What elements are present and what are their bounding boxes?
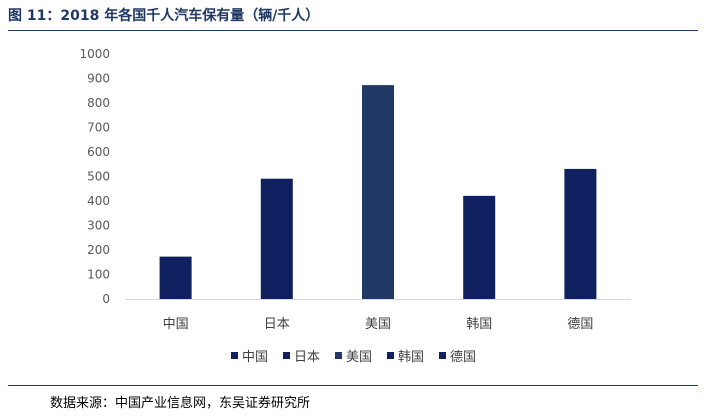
legend-label: 日本 — [294, 350, 320, 365]
y-tick-label: 300 — [87, 219, 110, 233]
x-tick-label: 中国 — [163, 317, 189, 332]
x-tick-label: 日本 — [264, 317, 290, 332]
bar-chart: 01002003004005006007008009001000 中国 日本 美国韩… — [79, 47, 631, 365]
bar-5 — [564, 168, 597, 299]
legend-label: 美国 — [346, 350, 372, 365]
x-tick-label: 美国 — [365, 317, 391, 332]
x-tick-label: 德国 — [567, 317, 593, 332]
title-divider — [8, 30, 698, 31]
source-divider — [8, 385, 698, 386]
y-tick-label: 500 — [87, 170, 110, 184]
y-tick-label: 200 — [87, 243, 110, 257]
y-tick-label: 600 — [87, 145, 110, 159]
y-tick-label: 900 — [87, 72, 110, 86]
bar-1 — [159, 256, 192, 299]
legend-swatch — [387, 352, 394, 359]
legend-swatch — [283, 352, 290, 359]
bars — [159, 85, 597, 300]
legend-label: 中国 — [242, 350, 268, 365]
y-tick-label: 400 — [87, 194, 110, 208]
bar-2 — [260, 178, 293, 299]
legend-label: 德国 — [450, 350, 476, 365]
legend-swatch — [231, 352, 238, 359]
y-tick-label: 0 — [102, 292, 110, 306]
legend-swatch — [439, 352, 446, 359]
y-tick-label: 800 — [87, 96, 110, 110]
x-axis: 中国 日本 美国 韩国 德国 — [163, 317, 594, 332]
x-tick-label: 韩国 — [466, 317, 492, 332]
bar-4 — [463, 195, 496, 299]
y-tick-label: 700 — [87, 121, 110, 135]
y-tick-label: 100 — [87, 268, 110, 282]
legend-swatch — [335, 352, 342, 359]
y-tick-label: 1000 — [79, 47, 110, 61]
y-axis: 0 100 200 300 400 500 600 700 800 900 1000 — [79, 47, 110, 306]
legend: 中国 日本 美国 韩国 德国 — [231, 350, 476, 365]
legend-label: 韩国 — [398, 350, 424, 365]
figure-title: 图 11：2018 年各国千人汽车保有量（辆/千人） — [8, 8, 320, 24]
source-note: 数据来源：中国产业信息网，东吴证券研究所 — [50, 396, 311, 411]
bar-3 — [362, 85, 394, 300]
